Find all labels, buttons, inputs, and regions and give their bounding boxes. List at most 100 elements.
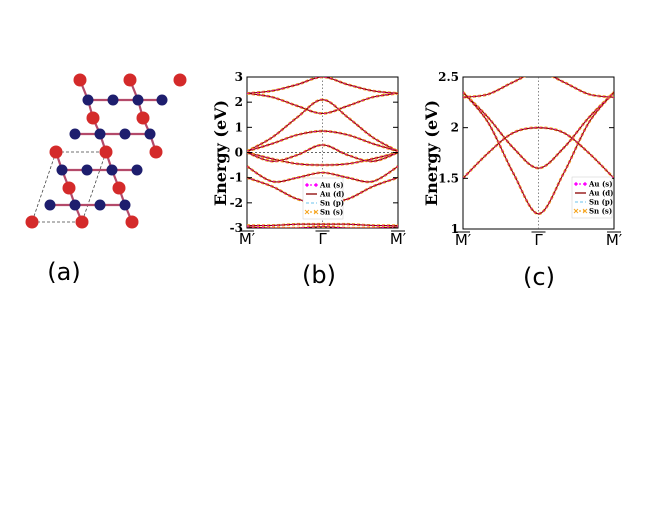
legend-label: Au (s)	[588, 180, 613, 189]
legend-marker	[313, 182, 319, 188]
y-tick-label: 1	[451, 222, 459, 236]
y-tick-label: 2	[235, 95, 243, 109]
y-tick-label: 1	[235, 120, 243, 134]
y-tick-label: 2	[451, 121, 459, 135]
band-au-s	[247, 92, 398, 114]
au-atom	[136, 111, 150, 125]
band-au-s	[463, 91, 614, 215]
legend-label: Au (s)	[319, 181, 344, 190]
sn-atom	[56, 164, 68, 176]
y-tick-label: 2.5	[438, 70, 459, 84]
y-tick-label: 3	[235, 70, 243, 84]
au-atom	[112, 181, 126, 195]
au-atom	[75, 215, 89, 229]
au-atom	[62, 181, 76, 195]
x-tick-label: M′	[455, 231, 472, 249]
band-au-s	[463, 127, 614, 179]
au-atom	[99, 145, 113, 159]
au-atom	[125, 215, 139, 229]
crystal-structure	[25, 73, 187, 229]
band-au-s	[247, 165, 398, 183]
legend-marker	[313, 209, 319, 215]
grid-b	[247, 77, 398, 228]
sn-atom	[44, 199, 56, 211]
legend-c: Au (s)Au (d)Sn (p)Sn (s)	[571, 176, 613, 219]
y-tick-label: 1.5	[438, 171, 459, 185]
band-au-s	[463, 91, 614, 169]
x-tick-label: M′	[606, 231, 623, 249]
sn-atom	[81, 164, 93, 176]
x-ticks-c: M′ Γ M′	[455, 231, 623, 249]
sn-atom	[132, 94, 144, 106]
legend-marker	[582, 208, 588, 214]
bands-c	[463, 77, 614, 216]
bands-b	[247, 77, 398, 228]
sn-atom	[82, 94, 94, 106]
legend-marker	[304, 182, 310, 188]
y-axis-label-b: Energy (eV)	[211, 100, 230, 206]
legend-label: Sn (p)	[589, 198, 613, 207]
au-atom	[149, 145, 163, 159]
unit-cell-edge	[81, 151, 107, 223]
y-tick-label: -1	[230, 171, 243, 185]
au-atom	[123, 73, 137, 87]
band-au-s	[247, 226, 398, 228]
au-atom	[73, 73, 87, 87]
legend-marker	[573, 208, 579, 214]
y-ticks-b: -3 -2 -1 0 1 2 3	[230, 70, 398, 235]
x-tick-label: Γ	[318, 230, 327, 248]
sn-atom	[69, 199, 81, 211]
band-au-s	[247, 77, 398, 94]
atoms	[25, 73, 187, 229]
legend-label: Au (d)	[319, 190, 344, 199]
legend-marker	[304, 209, 310, 215]
au-atom	[173, 73, 187, 87]
unit-cell-edge	[31, 151, 57, 223]
sn-atom	[94, 199, 106, 211]
panel-label-b: (b)	[302, 261, 336, 289]
x-ticks-b: M′ Γ M′	[239, 230, 407, 248]
legend-label: Sn (p)	[320, 199, 344, 208]
x-tick-label: M′	[239, 230, 256, 248]
legend-marker	[582, 181, 588, 187]
y-ticks-c: 1 1.5 2 2.5	[438, 70, 614, 236]
band-au-s	[247, 130, 398, 152]
legend-box	[571, 176, 613, 219]
band-structure-c: 11.522.5 M′ Γ M′ Energy (eV) Au (s)Au (d)S…	[422, 70, 623, 249]
band-structure-b: -3 -2 -1 0 1 2 3 M′ Γ M′ Energy (eV) Au (s)Au (d…	[211, 70, 407, 248]
band-au-d	[247, 92, 398, 115]
sn-atom	[144, 128, 156, 140]
sn-atom	[94, 128, 106, 140]
y-axis-label-c: Energy (eV)	[422, 100, 441, 206]
legend-label: Sn (s)	[589, 207, 612, 216]
sn-atom	[119, 128, 131, 140]
band-sn-s	[463, 126, 614, 180]
x-tick-label: M′	[390, 230, 407, 248]
au-atom	[49, 145, 63, 159]
sn-atom	[131, 164, 143, 176]
band-au-s	[463, 77, 614, 98]
sn-atom	[106, 164, 118, 176]
au-atom	[25, 215, 39, 229]
band-au-s	[247, 223, 398, 226]
legend-label: Au (d)	[588, 189, 613, 198]
panel-label-c: (c)	[523, 263, 555, 291]
sn-atom	[119, 199, 131, 211]
y-tick-label: -2	[230, 196, 243, 210]
legend-marker	[573, 181, 579, 187]
band-au-d	[463, 127, 614, 179]
band-au-s	[247, 144, 398, 162]
sn-atom	[107, 94, 119, 106]
legend-box	[302, 177, 344, 220]
panel-label-a: (a)	[47, 258, 80, 286]
legend-b: Au (s)Au (d)Sn (p)Sn (s)	[302, 177, 344, 220]
y-tick-label: 0	[235, 146, 243, 160]
band-au-s	[247, 152, 398, 166]
band-au-s	[247, 99, 398, 152]
au-atom	[86, 111, 100, 125]
legend-label: Sn (s)	[320, 208, 343, 217]
sn-atom	[69, 128, 81, 140]
x-tick-label: Γ	[534, 231, 543, 249]
sn-atom	[156, 94, 168, 106]
